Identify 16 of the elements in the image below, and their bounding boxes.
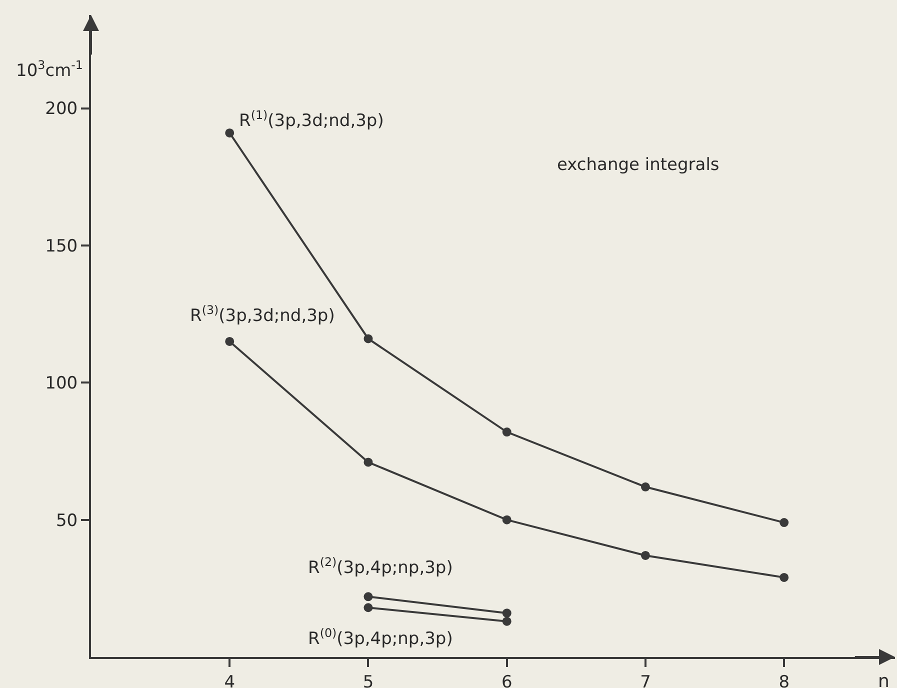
y-tick-label: 150 [45, 236, 78, 256]
y-tick-label: 50 [56, 510, 78, 531]
x-tick-label: 5 [362, 672, 374, 688]
annotation: exchange integrals [557, 155, 720, 175]
x-tick-label: 6 [501, 672, 512, 688]
y-axis-title: 10$^{3}$cm$^{-1}$ [16, 58, 83, 82]
x-axis-title: n [878, 671, 890, 688]
y-tick-label: 100 [45, 374, 78, 394]
series-label: R$^{(1)}$(3p,3d;nd,3p) [239, 108, 384, 132]
x-tick-label: 8 [778, 672, 790, 688]
series-label: R$^{(0)}$(3p,4p;np,3p) [308, 626, 453, 650]
x-tick-label: 4 [224, 672, 236, 688]
y-tick-label: 200 [45, 99, 78, 120]
text: R$^{(3)}$(3p,3d;nd,3p) [190, 303, 335, 326]
series-label: R$^{(2)}$(3p,4p;np,3p) [308, 555, 453, 578]
x-tick-label: 7 [640, 672, 651, 688]
